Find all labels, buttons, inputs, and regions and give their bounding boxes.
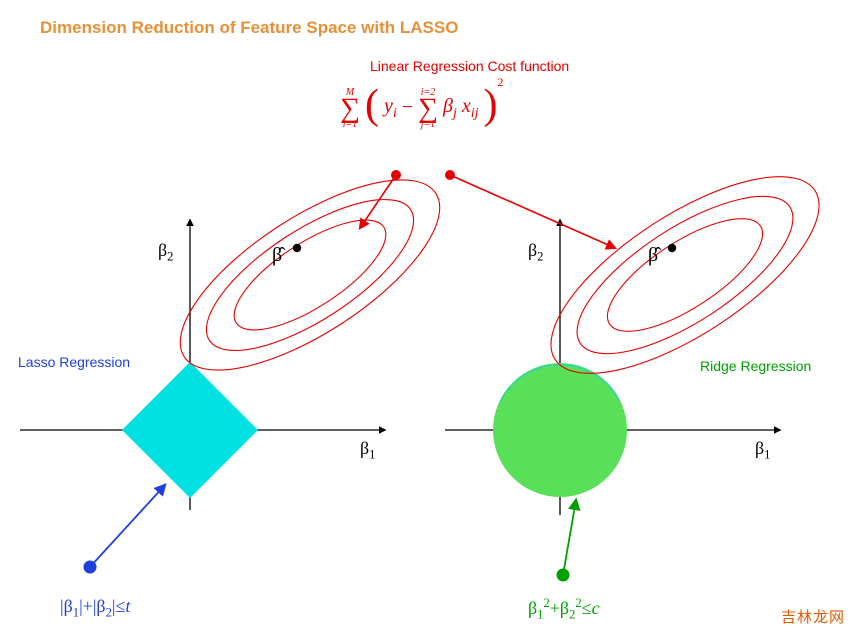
right-beta-hat-dot <box>668 244 676 252</box>
right-beta2-label: β2 <box>528 240 543 265</box>
left-beta-hat: β̂ <box>272 244 282 267</box>
lasso-constraint: |β1|+|β2|≤t <box>60 596 130 621</box>
lasso-region-label: Lasso Regression <box>18 354 130 370</box>
left-ellipses <box>153 145 468 406</box>
right-beta-hat: β̂ <box>648 244 658 267</box>
lasso-diamond <box>122 362 258 498</box>
cost-function-label: Linear Regression Cost function <box>370 58 569 74</box>
cost-function-formula: M ∑ i=1 ( yi − i=2 ∑ j=1 βj xij )2 <box>340 86 504 128</box>
left-beta-hat-dot <box>293 244 301 252</box>
watermark: 吉林龙网 <box>781 606 845 627</box>
ridge-arrow <box>563 500 576 575</box>
lasso-arrow <box>90 485 165 567</box>
formula-sq: 2 <box>498 75 504 89</box>
cost-arrow-right <box>450 175 615 248</box>
ridge-constraint: β12+β22≤c <box>528 596 600 623</box>
formula-xij: xij <box>462 95 479 117</box>
left-beta1-label: β1 <box>360 438 375 463</box>
formula-bj: βj <box>443 95 457 117</box>
formula-yi: yi <box>384 95 397 117</box>
right-beta1-label: β1 <box>755 438 770 463</box>
ridge-region-label: Ridge Regression <box>700 358 811 374</box>
left-beta2-label: β2 <box>158 240 173 265</box>
page-title: Dimension Reduction of Feature Space wit… <box>40 18 458 38</box>
formula-j1: j=1 <box>421 119 436 130</box>
formula-i1: i=1 <box>343 119 358 130</box>
